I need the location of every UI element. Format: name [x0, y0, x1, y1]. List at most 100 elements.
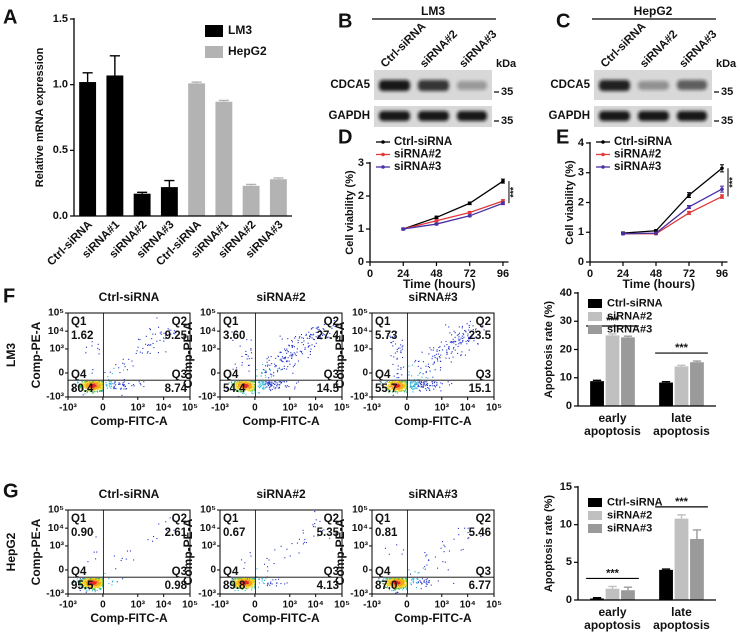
event-dot	[443, 544, 445, 546]
event-dot	[411, 579, 413, 581]
event-dot	[100, 383, 102, 385]
event-dot	[122, 383, 124, 385]
event-dot	[266, 361, 268, 363]
event-dot	[230, 581, 232, 583]
event-dot	[94, 591, 96, 593]
event-dot	[118, 382, 120, 384]
event-dot	[396, 584, 398, 586]
legend-swatch	[205, 46, 223, 58]
row-label: CDCA5	[330, 79, 370, 91]
event-dot	[279, 384, 281, 386]
event-dot	[143, 381, 145, 383]
event-dot	[468, 339, 470, 341]
event-dot	[267, 582, 269, 584]
event-dot	[92, 580, 94, 582]
event-dot	[80, 581, 82, 583]
event-dot	[470, 534, 472, 536]
event-dot	[95, 536, 97, 538]
event-dot	[259, 381, 261, 383]
event-dot	[390, 385, 392, 387]
event-dot	[410, 381, 412, 383]
event-dot	[277, 368, 279, 370]
event-dot	[391, 382, 393, 384]
event-dot	[308, 331, 310, 333]
event-dot	[239, 382, 241, 384]
event-dot	[108, 383, 110, 385]
event-dot	[386, 384, 388, 386]
event-dot	[402, 383, 404, 385]
event-dot	[405, 584, 407, 586]
error-bar	[191, 81, 202, 84]
event-dot	[91, 590, 93, 592]
event-dot	[250, 582, 252, 584]
event-dot	[267, 583, 269, 585]
event-dot	[391, 587, 393, 589]
x-tick-label: -10³	[363, 403, 381, 414]
event-dot	[78, 582, 80, 584]
event-dot	[420, 386, 422, 388]
marker-label: 35	[721, 86, 733, 98]
significance-label: ***	[606, 567, 620, 579]
event-dot	[460, 355, 462, 357]
event-dot	[113, 383, 115, 385]
event-dot	[88, 584, 90, 586]
event-dot	[248, 384, 250, 386]
event-dot	[243, 578, 245, 580]
event-dot	[245, 578, 247, 580]
event-dot	[100, 388, 102, 390]
event-dot	[251, 585, 253, 587]
event-dot	[391, 381, 393, 383]
event-dot	[111, 373, 113, 375]
event-dot	[442, 349, 444, 351]
event-dot	[274, 388, 276, 390]
event-dot	[442, 561, 444, 563]
event-dot	[101, 387, 103, 389]
event-dot	[94, 386, 96, 388]
event-dot	[400, 584, 402, 586]
event-dot	[388, 581, 390, 583]
event-dot	[469, 338, 471, 340]
event-dot	[388, 584, 390, 586]
x-axis-label: Comp-FITC-A	[394, 414, 472, 428]
event-dot	[386, 582, 388, 584]
event-dot	[274, 383, 276, 385]
event-dot	[270, 385, 272, 387]
event-dot	[82, 578, 84, 580]
event-dot	[439, 369, 441, 371]
y-tick-label: 10³	[202, 541, 217, 552]
event-dot	[397, 579, 399, 581]
event-dot	[292, 353, 294, 355]
event-dot	[450, 341, 452, 343]
event-dot	[396, 357, 398, 359]
event-dot	[247, 381, 249, 383]
x-tick-label: 10⁴	[460, 403, 476, 414]
event-dot	[242, 586, 244, 588]
event-dot	[251, 386, 253, 388]
x-axis-label: Time (hours)	[623, 277, 695, 291]
event-dot	[246, 582, 248, 584]
event-dot	[237, 386, 239, 388]
event-dot	[460, 354, 462, 356]
event-dot	[151, 338, 153, 340]
event-dot	[132, 365, 134, 367]
event-dot	[246, 339, 248, 341]
event-dot	[247, 584, 249, 586]
event-dot	[417, 381, 419, 383]
significance-label: ***	[606, 315, 620, 327]
event-dot	[395, 389, 397, 391]
event-dot	[394, 585, 396, 587]
event-dot	[392, 387, 394, 389]
y-tick-label: 10⁵	[48, 308, 64, 319]
event-dot	[411, 386, 413, 388]
event-dot	[250, 555, 252, 557]
event-dot	[381, 580, 383, 582]
event-dot	[80, 583, 82, 585]
event-dot	[477, 343, 479, 345]
event-dot	[236, 585, 238, 587]
event-dot	[114, 387, 116, 389]
event-dot	[108, 385, 110, 387]
event-dot	[101, 390, 103, 392]
event-dot	[88, 386, 90, 388]
event-dot	[230, 382, 232, 384]
event-dot	[404, 385, 406, 387]
